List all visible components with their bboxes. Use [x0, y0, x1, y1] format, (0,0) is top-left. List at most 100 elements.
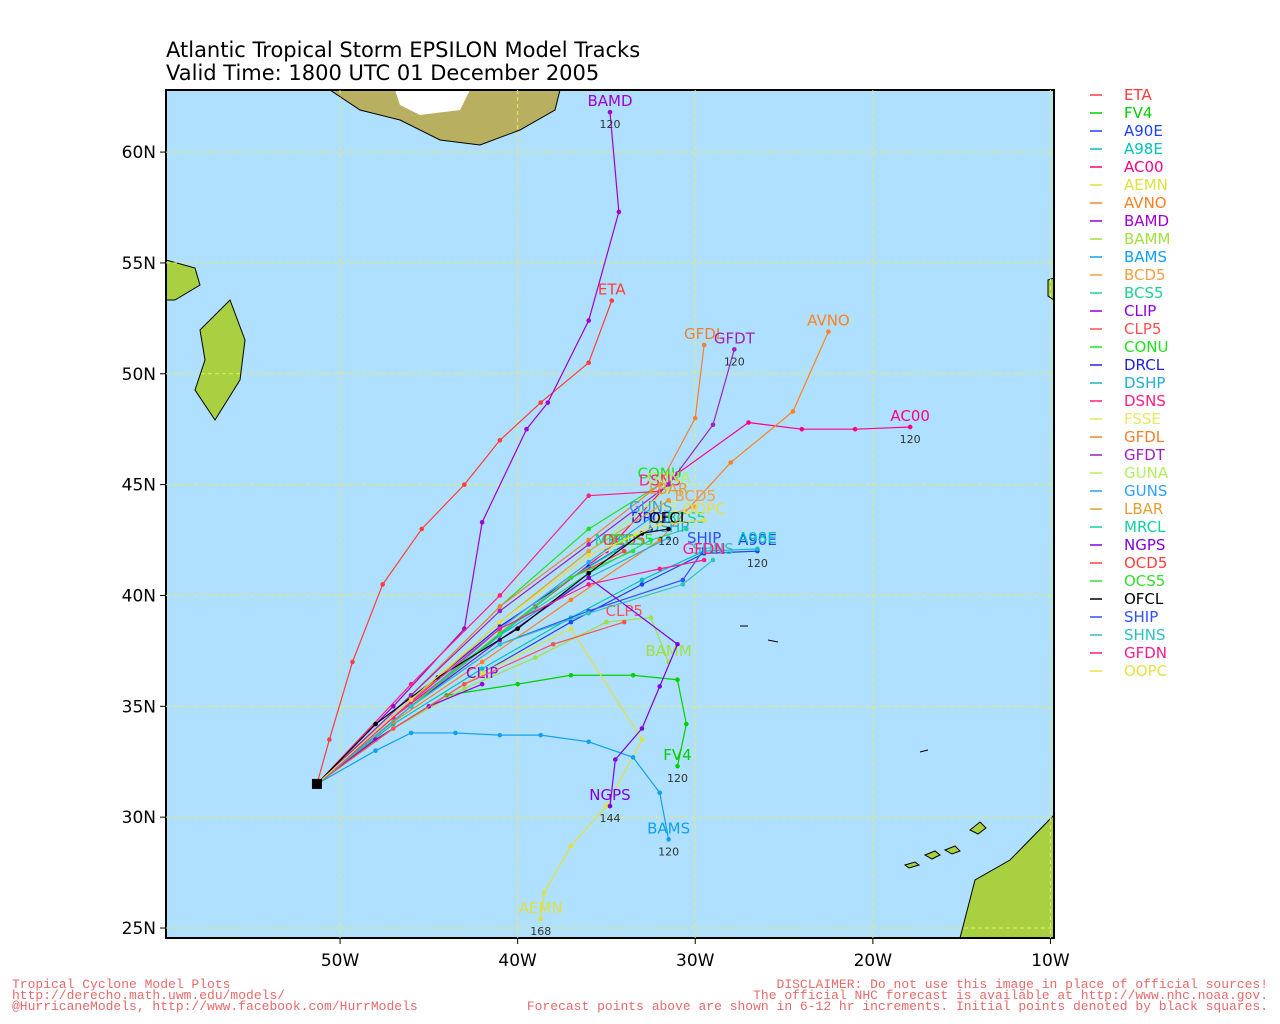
legend-label: BCD5	[1124, 266, 1166, 284]
hour-label: 120	[658, 845, 679, 858]
track-line	[316, 421, 911, 785]
legend-label: DSNS	[1124, 392, 1166, 410]
track-point	[755, 546, 760, 552]
track-label: BAMM	[645, 642, 691, 660]
legend-label: LBAR	[1124, 500, 1163, 518]
track-point	[541, 890, 547, 895]
track-point	[408, 697, 414, 702]
track-point	[790, 409, 796, 414]
track-point	[675, 677, 680, 683]
y-tick-label: 55N	[122, 254, 156, 274]
track-point	[568, 619, 574, 625]
track-point	[666, 837, 671, 842]
track-point	[515, 681, 520, 687]
track-point	[680, 577, 686, 583]
track-label: AC00	[890, 407, 930, 425]
track-point	[666, 497, 671, 503]
legend-label: AC00	[1124, 158, 1164, 176]
track-label: GUNA	[647, 469, 692, 487]
legend-label: GUNA	[1124, 464, 1169, 482]
y-tick-label: 50N	[122, 365, 156, 385]
footer-left: Tropical Cyclone Model Plots	[12, 977, 230, 992]
track-point	[586, 318, 591, 323]
track-point	[609, 298, 615, 303]
track-point	[684, 721, 689, 727]
track-point	[586, 542, 591, 547]
track-point	[538, 400, 544, 405]
legend-label: OFCL	[1124, 590, 1164, 608]
legend-label: MRCL	[1124, 518, 1166, 536]
track-point	[666, 526, 671, 532]
track-point	[586, 537, 591, 543]
track-point	[533, 655, 538, 660]
track-point	[462, 482, 467, 487]
legend-label: BAMM	[1124, 230, 1170, 248]
track-point	[852, 426, 858, 432]
y-tick-label: 35N	[122, 697, 156, 717]
track-point	[586, 582, 591, 587]
track-label: OOPC	[683, 500, 726, 518]
hour-label: 120	[747, 557, 768, 570]
legend-label: GFDN	[1124, 644, 1167, 662]
track-point	[657, 790, 663, 796]
track-point	[630, 548, 636, 554]
track-point	[568, 672, 574, 678]
track-label: A98E	[738, 529, 777, 547]
hour-label: 120	[658, 535, 679, 548]
legend-label: ETA	[1124, 86, 1152, 104]
track-point	[568, 597, 574, 603]
track-point	[524, 426, 529, 432]
track-point	[545, 400, 551, 405]
track-line	[316, 559, 714, 785]
legend-label: DSHP	[1124, 374, 1165, 392]
track-point	[479, 681, 485, 687]
track-point	[666, 535, 671, 541]
track-point	[616, 209, 622, 215]
hour-label: 168	[530, 925, 551, 938]
y-tick-label: 60N	[122, 143, 156, 163]
track-label: SHIP	[687, 529, 721, 547]
track-point	[675, 641, 680, 647]
track-point	[479, 670, 485, 676]
footer-right: The official NHC forecast is available a…	[753, 988, 1268, 1003]
legend-label: GFDL	[1124, 428, 1165, 446]
track-point	[586, 493, 591, 499]
track-point	[380, 582, 385, 587]
footer-right: DISCLAIMER: Do not use this image in pla…	[777, 977, 1268, 992]
track-point	[586, 360, 591, 365]
track-point	[657, 566, 663, 572]
track-point	[639, 737, 645, 742]
track-point	[657, 684, 663, 689]
track-point	[826, 329, 831, 334]
track-point	[666, 486, 671, 492]
track-point	[639, 577, 645, 583]
land	[166, 90, 1054, 938]
track-point	[408, 730, 414, 736]
track-point	[479, 666, 485, 671]
track-label: SHNS	[692, 540, 734, 558]
track-point	[648, 615, 654, 620]
track-point	[648, 515, 654, 521]
track-line	[316, 519, 705, 785]
track-point	[497, 732, 503, 738]
track-point	[746, 420, 751, 425]
track-point	[550, 641, 556, 647]
track-point	[391, 726, 396, 731]
track-point	[613, 757, 618, 762]
track-point	[621, 619, 627, 625]
track-point	[586, 739, 591, 745]
track-label: ETA	[598, 281, 626, 299]
track-point	[684, 526, 689, 532]
x-tick-label: 10W	[1031, 951, 1070, 971]
track-label: CLP5	[605, 602, 642, 620]
footer-left: http://derecho.math.uwm.edu/models/	[12, 988, 285, 1003]
track-point	[657, 515, 663, 521]
track-point	[692, 504, 698, 510]
track-point	[479, 659, 485, 665]
track-point	[453, 730, 458, 736]
hour-label: 120	[724, 355, 745, 368]
track-point	[497, 619, 503, 625]
track-point	[586, 559, 591, 565]
track-point	[701, 517, 707, 523]
x-tick-label: 40W	[498, 951, 537, 971]
